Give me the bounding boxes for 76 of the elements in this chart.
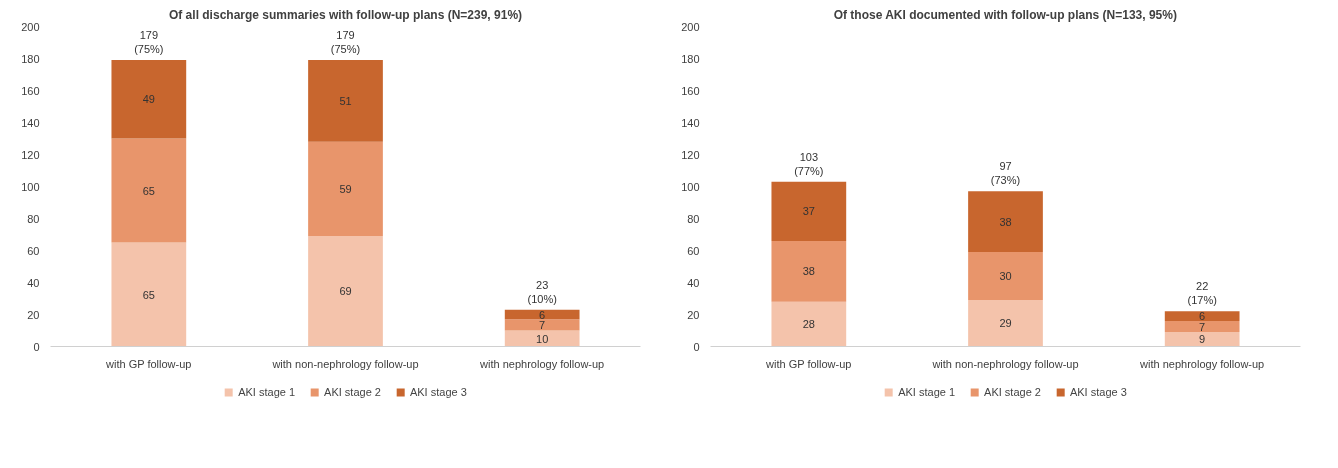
data-label: 10 xyxy=(536,332,549,345)
legend-label: AKI stage 3 xyxy=(1069,386,1127,398)
y-tick-label: 160 xyxy=(21,84,40,97)
bar xyxy=(504,319,580,331)
data-label: 65 xyxy=(142,184,155,197)
data-label: 30 xyxy=(999,270,1012,283)
bar xyxy=(308,60,383,142)
bar xyxy=(111,138,187,243)
y-tick-label: 60 xyxy=(687,244,700,257)
x-tick-label: with non-nephrology follow-up xyxy=(271,357,419,370)
legend-label: AKI stage 1 xyxy=(238,386,296,398)
y-tick-label: 200 xyxy=(681,20,700,33)
legend-label: AKI stage 1 xyxy=(898,386,956,398)
legend-label: AKI stage 2 xyxy=(324,386,381,398)
y-tick-label: 180 xyxy=(21,52,40,65)
data-label: 49 xyxy=(142,93,155,106)
bar xyxy=(968,252,1043,301)
chart-title: Of those AKI documented with follow-up plans (N=133, 95%) xyxy=(833,7,1177,22)
total-label: 22 (17%) xyxy=(1187,280,1217,307)
y-tick-label: 80 xyxy=(27,212,40,225)
y-tick-label: 120 xyxy=(681,148,700,161)
y-tick-label: 0 xyxy=(33,340,40,353)
y-tick-label: 0 xyxy=(693,340,700,353)
data-label: 37 xyxy=(802,205,815,218)
y-tick-label: 40 xyxy=(687,276,700,289)
total-label: 103 (77%) xyxy=(794,150,824,177)
y-tick-label: 20 xyxy=(687,308,700,321)
y-tick-label: 140 xyxy=(681,116,700,129)
bar xyxy=(111,60,187,139)
total-label: 179 (75%) xyxy=(330,28,361,56)
y-tick-label: 100 xyxy=(681,180,700,193)
y-tick-label: 180 xyxy=(681,52,700,65)
data-label: 7 xyxy=(539,318,546,331)
bar xyxy=(968,300,1043,347)
x-tick-label: with nephrology follow-up xyxy=(1139,357,1265,370)
data-label: 6 xyxy=(539,308,546,321)
legend-label: AKI stage 3 xyxy=(409,386,467,398)
data-label: 69 xyxy=(339,285,352,298)
y-tick-label: 200 xyxy=(21,20,40,33)
legend-label: AKI stage 2 xyxy=(984,386,1041,398)
y-tick-label: 120 xyxy=(21,148,40,161)
data-label: 51 xyxy=(339,94,352,107)
bar xyxy=(1164,320,1240,333)
bar xyxy=(1164,332,1240,347)
bar xyxy=(1164,311,1240,321)
bar xyxy=(771,301,847,347)
y-tick-label: 20 xyxy=(27,308,40,321)
x-tick-label: with non-nephrology follow-up xyxy=(931,357,1079,370)
total-label: 179 (75%) xyxy=(134,28,164,56)
y-tick-label: 100 xyxy=(21,180,40,193)
total-label: 23 (10%) xyxy=(527,278,557,305)
y-tick-label: 160 xyxy=(681,84,700,97)
y-tick-label: 40 xyxy=(27,276,40,289)
data-label: 7 xyxy=(1199,320,1206,333)
y-tick-label: 140 xyxy=(21,116,40,129)
x-tick-label: with nephrology follow-up xyxy=(479,357,605,370)
data-label: 38 xyxy=(999,215,1012,228)
data-label: 29 xyxy=(999,317,1012,330)
x-tick-label: with GP follow-up xyxy=(765,357,852,370)
bar xyxy=(771,240,847,302)
chart-title: Of all discharge summaries with follow-up plans (N=239, 91%) xyxy=(168,7,523,22)
x-tick-label: with GP follow-up xyxy=(105,357,192,370)
bar xyxy=(308,236,383,347)
data-label: 59 xyxy=(339,182,352,195)
data-label: 38 xyxy=(802,265,815,278)
bar xyxy=(771,181,847,241)
y-tick-label: 80 xyxy=(687,212,700,225)
data-label: 6 xyxy=(1199,310,1206,323)
bar xyxy=(968,191,1043,253)
data-label: 65 xyxy=(142,288,155,301)
data-label: 28 xyxy=(802,318,815,331)
y-tick-label: 60 xyxy=(27,244,40,257)
bar xyxy=(111,242,187,347)
total-label: 97 (73%) xyxy=(990,160,1021,187)
data-label: 9 xyxy=(1199,333,1206,346)
bar xyxy=(308,141,383,237)
